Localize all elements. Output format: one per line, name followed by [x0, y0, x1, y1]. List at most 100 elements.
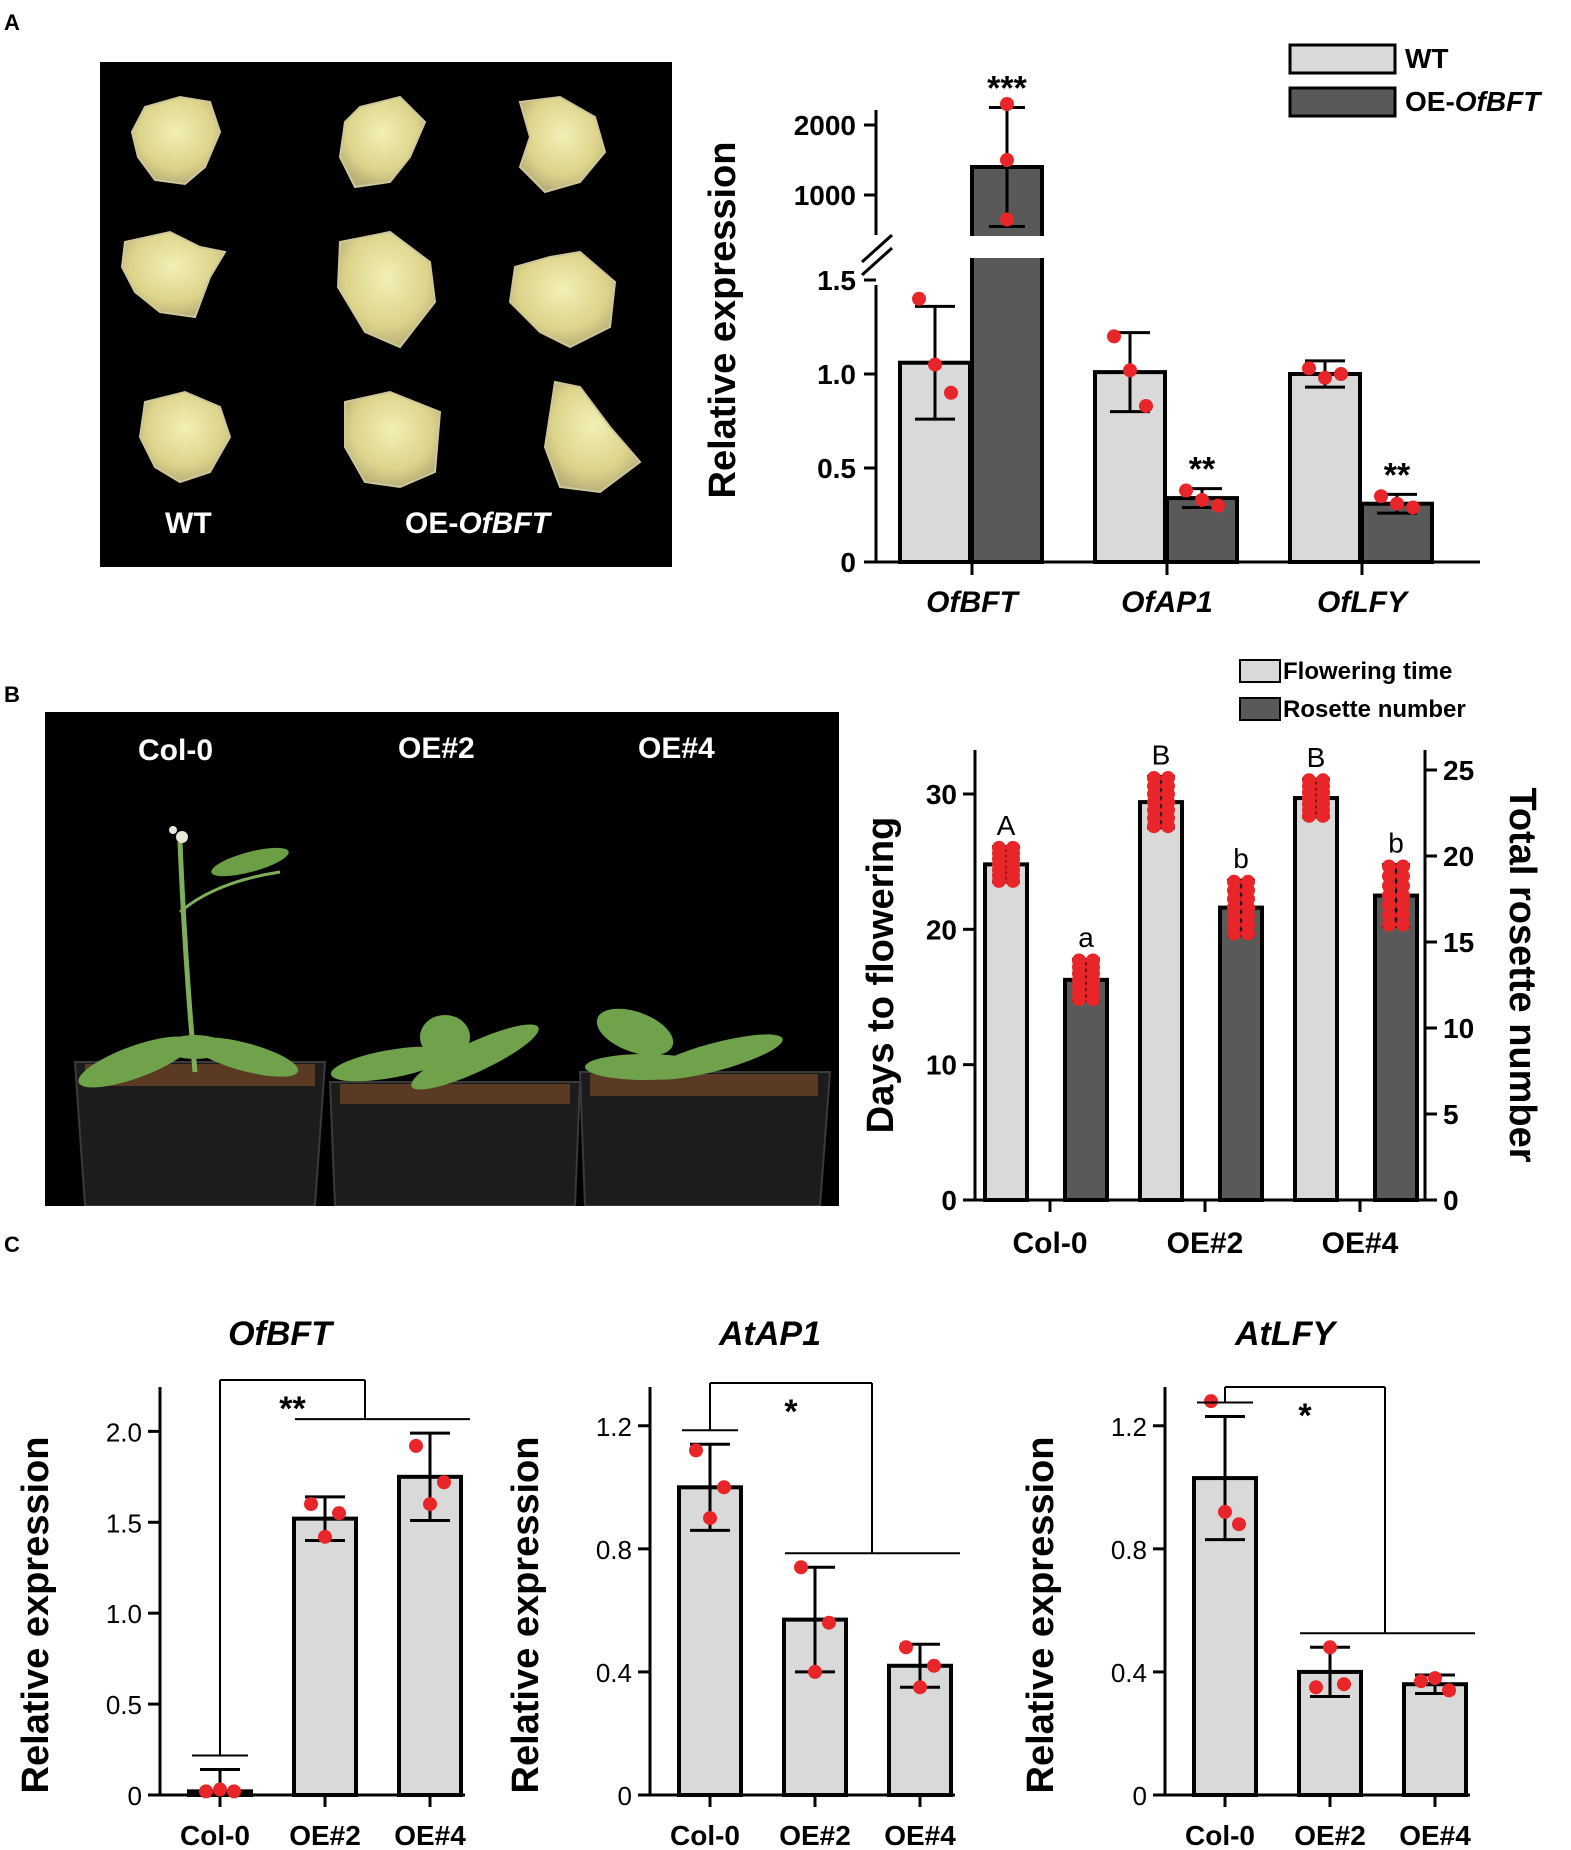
b-dot-1-2-10 — [1382, 888, 1396, 903]
b-ytick-right-label-1: 5 — [1443, 1099, 1459, 1130]
b-dot-0-0-11 — [1006, 851, 1020, 866]
C2-dot-1-1 — [808, 1664, 822, 1679]
b-dot-1-2-8 — [1382, 907, 1396, 922]
b-dot-0-1-11 — [1161, 787, 1175, 802]
b-dot-1-2-7 — [1396, 917, 1410, 932]
b-dot-1-2-9 — [1396, 898, 1410, 913]
C3-category-label-2: OE#4 — [1399, 1820, 1471, 1850]
C3-ytick-label-3: 1.2 — [1111, 1412, 1147, 1442]
C2-dot-0-1 — [703, 1511, 717, 1526]
b-dot-1-2-4 — [1382, 878, 1396, 893]
C1-dot-1-0 — [304, 1497, 318, 1512]
C3-bar-OE#4 — [1402, 1682, 1468, 1797]
b-bar-1-OE#4 — [1373, 893, 1419, 1202]
b-category-label-0: Col-0 — [1013, 1227, 1088, 1260]
b-ytick-left-label-0: 0 — [941, 1185, 957, 1216]
b-ytick-right-label-4: 20 — [1443, 841, 1474, 872]
C3-dot-1-0 — [1309, 1680, 1323, 1695]
b-ytick-right-label-2: 10 — [1443, 1013, 1474, 1044]
b-dot-1-1-10 — [1227, 900, 1241, 915]
plant-label-col0: Col-0 — [138, 734, 213, 767]
b-dot-1-1-7 — [1241, 926, 1255, 941]
b-letter-0-2: B — [1307, 742, 1326, 773]
b-dot-0-1-10 — [1147, 795, 1161, 810]
b-letter-0-0: A — [997, 810, 1016, 841]
a-significance-2: ** — [1384, 456, 1411, 494]
b-ytick-right-label-5: 25 — [1443, 755, 1474, 786]
b-dot-1-1-11 — [1241, 892, 1255, 906]
b-bar-1-OE#2 — [1218, 905, 1264, 1202]
a-category-label-0: OfBFT — [926, 586, 1020, 619]
b-dot-0-2-9 — [1316, 796, 1330, 811]
a-dot-0-0-0 — [912, 291, 926, 306]
b-dot-0-2-11 — [1316, 785, 1330, 800]
C1-category-label-1: OE#2 — [289, 1820, 361, 1850]
b-dot-0-0-7 — [1006, 873, 1020, 888]
C3-ytick-label-2: 0.8 — [1111, 1535, 1147, 1565]
b-dot-1-1-13 — [1241, 874, 1255, 889]
C1-y-axis-label: Relative expression — [15, 1437, 57, 1794]
a-ytick-label-0: 0 — [840, 547, 856, 578]
b-dot-0-0-13 — [1006, 840, 1020, 855]
b-dot-0-0-10 — [992, 857, 1006, 872]
b-dot-1-2-11 — [1396, 878, 1410, 893]
b-dot-1-1-8 — [1227, 917, 1241, 932]
b-dot-0-2-8 — [1302, 802, 1316, 817]
C3-ytick-label-0: 0 — [1133, 1781, 1147, 1811]
C2-dot-2-2 — [927, 1658, 941, 1673]
a-ytick-hi-label-1: 2000 — [794, 110, 856, 141]
a-dot-0-0-1 — [928, 357, 942, 372]
b-dot-1-0-10 — [1072, 972, 1086, 987]
b-bar-0-OE#2 — [1138, 800, 1184, 1202]
b-letter-1-0: a — [1078, 922, 1094, 953]
a-dot-1-0-0 — [1000, 97, 1014, 111]
b-ytick-left-label-3: 30 — [926, 779, 957, 810]
b-dot-0-2-7 — [1316, 808, 1330, 823]
a-significance-1: ** — [1189, 451, 1216, 489]
a-bar-OE-OfBFT-OfBFT — [970, 165, 1044, 564]
C1-dot-2-0 — [409, 1438, 423, 1453]
b-dot-1-2-1 — [1396, 907, 1410, 922]
C3-dot-0-1 — [1218, 1504, 1232, 1519]
b-dot-0-1-12 — [1147, 779, 1161, 794]
C2-ytick-label-0: 0 — [618, 1781, 632, 1811]
C1-dot-0-1 — [213, 1782, 227, 1797]
b-dot-1-2-3 — [1396, 888, 1410, 903]
C1-dot-0-2 — [227, 1784, 241, 1799]
b-dot-1-0-9 — [1086, 979, 1100, 994]
b-dot-0-1-9 — [1161, 803, 1175, 818]
C1-significance: ** — [279, 1390, 306, 1428]
b-letter-1-2: b — [1388, 828, 1404, 859]
b-bar-1-Col-0 — [1063, 977, 1109, 1203]
C1-ytick-label-0: 0 — [128, 1781, 142, 1811]
a-dot-1-1-1 — [1195, 492, 1209, 507]
a-axis-break-2 — [860, 233, 894, 264]
C2-y-axis-label: Relative expression — [505, 1437, 547, 1794]
C3-title: AtLFY — [1234, 1315, 1338, 1353]
C3-dot-0-0 — [1204, 1394, 1218, 1409]
a-y-axis-label: Relative expression — [702, 142, 744, 499]
b-legend-swatch-rosette — [1239, 697, 1281, 721]
C1-ytick-label-2: 1.0 — [106, 1599, 142, 1629]
b-legend-label-rosette: Rosette number — [1283, 696, 1466, 723]
b-dot-0-0-9 — [1006, 862, 1020, 877]
C1-ytick-label-1: 0.5 — [106, 1690, 142, 1720]
b-dot-1-0-8 — [1072, 985, 1086, 1000]
b-dot-0-1-8 — [1147, 811, 1161, 826]
callus-photo: WT OE-OfBFT — [100, 62, 672, 567]
a-legend-label-oe-gene: OfBFT — [1455, 86, 1543, 117]
a-dot-0-2-2 — [1334, 367, 1348, 381]
C3-significance: * — [1298, 1397, 1312, 1435]
a-dot-1-1-2 — [1211, 498, 1225, 513]
C2-ytick-label-1: 0.4 — [596, 1658, 632, 1688]
a-legend-swatch-wt — [1288, 43, 1397, 75]
C2-significance: * — [784, 1393, 798, 1431]
b-ytick-left-label-1: 10 — [926, 1050, 957, 1081]
C2-dot-1-2 — [822, 1615, 836, 1630]
b-dot-0-2-13 — [1316, 773, 1330, 788]
b-bar-0-OE#4 — [1293, 796, 1339, 1202]
a-ytick-label-2: 1.0 — [817, 359, 856, 390]
b-dot-1-2-12 — [1382, 869, 1396, 884]
b-dot-1-2-0 — [1382, 917, 1396, 932]
a-category-label-2: OfLFY — [1317, 586, 1410, 619]
